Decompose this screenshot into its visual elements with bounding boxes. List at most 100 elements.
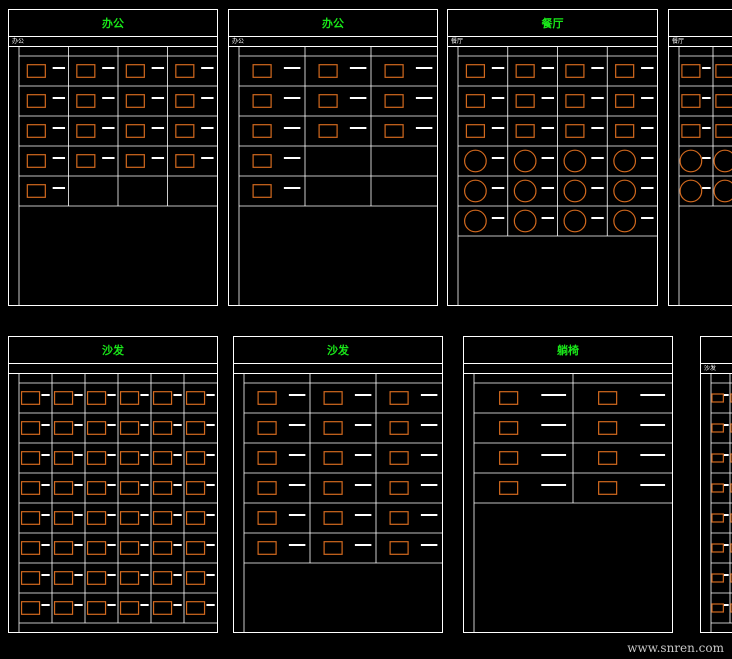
- furniture-block-icon: [26, 64, 66, 78]
- drawing-sheet[interactable]: 沙发: [8, 336, 218, 633]
- drawing-sheet[interactable]: 餐厅: [668, 9, 732, 306]
- furniture-block-icon: [53, 421, 83, 435]
- sheet-title: 办公: [322, 17, 344, 30]
- furniture-block-icon: [681, 94, 711, 108]
- furniture-block-icon: [76, 124, 115, 138]
- furniture-block-icon: [26, 184, 66, 198]
- furniture-block-icon: [598, 421, 666, 435]
- furniture-block-icon: [86, 451, 116, 465]
- sheet-subheader: [464, 363, 672, 374]
- furniture-block-icon: [711, 603, 729, 613]
- section-label: 沙发: [704, 365, 717, 372]
- furniture-block-icon: [20, 481, 50, 495]
- sheet-subheader: 沙发: [701, 363, 732, 374]
- sheet-title: 沙发: [102, 344, 124, 357]
- furniture-block-icon: [26, 94, 66, 108]
- furniture-block-icon: [384, 64, 433, 78]
- furniture-block-icon: [711, 393, 729, 403]
- furniture-block-icon: [515, 124, 555, 138]
- furniture-block-icon: [20, 511, 50, 525]
- furniture-block-icon: [464, 149, 505, 173]
- furniture-block-icon: [615, 94, 654, 108]
- drawing-sheet[interactable]: 办公 办公: [8, 9, 218, 306]
- furniture-block-icon: [86, 481, 116, 495]
- furniture-block-icon: [152, 541, 182, 555]
- furniture-block-icon: [125, 94, 165, 108]
- furniture-block-icon: [499, 451, 567, 465]
- furniture-table: [18, 374, 217, 633]
- furniture-block-icon: [515, 94, 555, 108]
- section-label: 办公: [12, 38, 25, 45]
- furniture-block-icon: [323, 481, 372, 495]
- sheet-subheader: [234, 363, 442, 374]
- furniture-block-icon: [252, 64, 301, 78]
- furniture-block-icon: [323, 541, 372, 555]
- furniture-block-icon: [465, 124, 505, 138]
- drawing-sheet[interactable]: 躺椅: [463, 336, 673, 633]
- drawing-sheet[interactable]: 沙发: [700, 336, 732, 633]
- furniture-block-icon: [257, 481, 306, 495]
- furniture-block-icon: [713, 149, 732, 173]
- furniture-block-icon: [185, 541, 215, 555]
- furniture-block-icon: [252, 124, 301, 138]
- furniture-block-icon: [613, 179, 654, 203]
- drawing-sheet[interactable]: 餐厅 餐厅: [447, 9, 658, 306]
- sheet-title-band: [669, 10, 732, 37]
- drawing-sheet[interactable]: 办公 办公: [228, 9, 438, 306]
- furniture-block-icon: [185, 481, 215, 495]
- furniture-block-icon: [323, 391, 372, 405]
- furniture-block-icon: [125, 124, 165, 138]
- furniture-block-icon: [679, 149, 711, 173]
- furniture-block-icon: [323, 421, 372, 435]
- furniture-block-icon: [252, 184, 301, 198]
- furniture-block-icon: [257, 511, 306, 525]
- furniture-block-icon: [257, 391, 306, 405]
- furniture-block-icon: [185, 421, 215, 435]
- furniture-block-icon: [389, 511, 438, 525]
- furniture-block-icon: [257, 541, 306, 555]
- furniture-block-icon: [86, 421, 116, 435]
- furniture-block-icon: [615, 64, 654, 78]
- furniture-block-icon: [86, 601, 116, 615]
- furniture-block-icon: [711, 513, 729, 523]
- furniture-block-icon: [119, 571, 149, 585]
- furniture-block-icon: [711, 423, 729, 433]
- furniture-block-icon: [20, 571, 50, 585]
- furniture-block-icon: [711, 573, 729, 583]
- furniture-block-icon: [681, 64, 711, 78]
- furniture-table: [678, 47, 732, 306]
- furniture-block-icon: [389, 541, 438, 555]
- furniture-block-icon: [86, 571, 116, 585]
- furniture-block-icon: [119, 421, 149, 435]
- furniture-block-icon: [119, 601, 149, 615]
- furniture-block-icon: [152, 421, 182, 435]
- furniture-block-icon: [730, 513, 732, 523]
- furniture-block-icon: [323, 511, 372, 525]
- furniture-block-icon: [384, 124, 433, 138]
- furniture-block-icon: [175, 154, 214, 168]
- furniture-block-icon: [565, 94, 604, 108]
- furniture-block-icon: [730, 483, 732, 493]
- sheet-title-band: 沙发: [234, 337, 442, 364]
- sheet-title: 躺椅: [557, 344, 579, 357]
- furniture-block-icon: [565, 124, 604, 138]
- furniture-block-icon: [20, 451, 50, 465]
- furniture-block-icon: [152, 601, 182, 615]
- furniture-block-icon: [679, 179, 711, 203]
- furniture-block-icon: [86, 391, 116, 405]
- furniture-table: [238, 47, 437, 306]
- furniture-block-icon: [20, 421, 50, 435]
- furniture-block-icon: [323, 451, 372, 465]
- sheet-title: 餐厅: [541, 17, 564, 30]
- furniture-block-icon: [389, 451, 438, 465]
- furniture-block-icon: [53, 391, 83, 405]
- furniture-block-icon: [53, 451, 83, 465]
- furniture-block-icon: [53, 481, 83, 495]
- furniture-block-icon: [152, 571, 182, 585]
- sheet-title-band: [701, 337, 732, 364]
- furniture-block-icon: [318, 64, 367, 78]
- drawing-sheet[interactable]: 沙发: [233, 336, 443, 633]
- furniture-block-icon: [53, 511, 83, 525]
- furniture-block-icon: [119, 541, 149, 555]
- furniture-block-icon: [252, 94, 301, 108]
